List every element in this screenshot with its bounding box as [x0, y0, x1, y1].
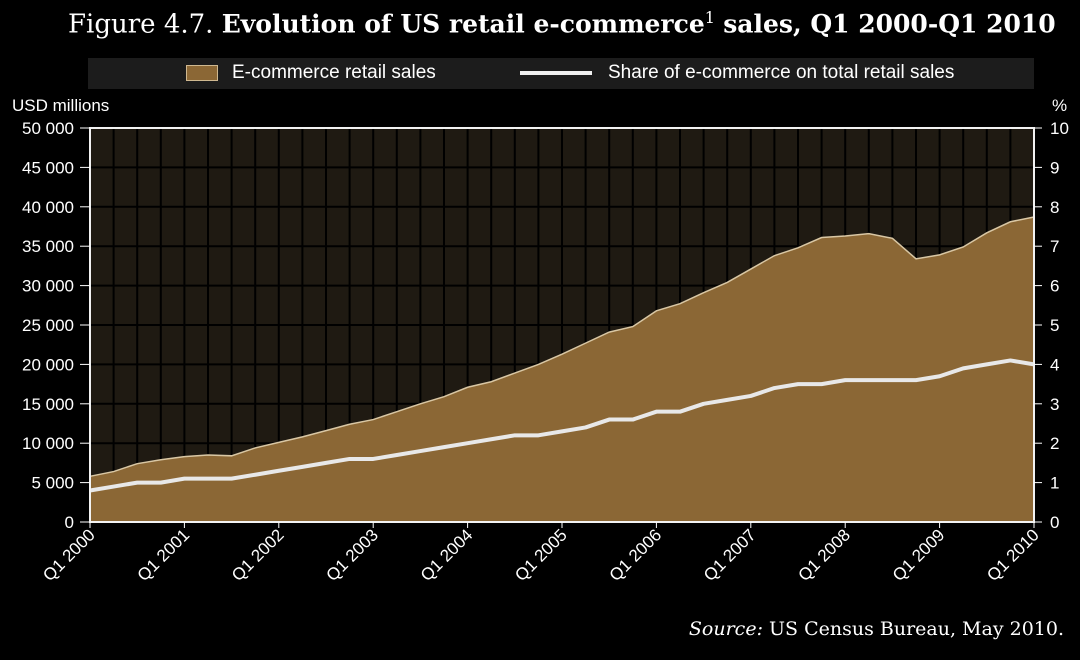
x-tick-label: Q1 2003 — [322, 525, 382, 585]
legend-line-swatch — [520, 71, 592, 75]
legend-line-label: Share of e-commerce on total retail sale… — [608, 62, 955, 83]
x-tick-label: Q1 2005 — [511, 525, 571, 585]
y-tick-left-label: 5 000 — [31, 474, 74, 493]
x-tick-label: Q1 2009 — [889, 525, 949, 585]
y-tick-right-label: 6 — [1050, 277, 1059, 296]
y-tick-left-label: 45 000 — [22, 158, 74, 177]
title-main: Evolution of US retail e-commerce — [221, 9, 705, 39]
legend-area-label: E-commerce retail sales — [232, 62, 436, 83]
source-label: Source: — [688, 618, 763, 640]
series-line-ecommerce-share — [89, 358, 1035, 493]
x-tick-label: Q1 2001 — [134, 525, 194, 585]
y-tick-right-label: 8 — [1050, 198, 1059, 217]
y-axis-right-label: % — [1052, 96, 1067, 115]
x-tick-label: Q1 2006 — [606, 525, 666, 585]
chart-legend: E-commerce retail sales Share of e-comme… — [88, 58, 1034, 89]
y-tick-right-label: 5 — [1050, 316, 1059, 335]
y-tick-left-label: 40 000 — [22, 198, 74, 217]
y-tick-right-label: 1 — [1050, 474, 1059, 493]
source-text: US Census Bureau, May 2010. — [769, 618, 1064, 640]
x-tick-label: Q1 2002 — [228, 525, 288, 585]
y-tick-left-label: 30 000 — [22, 277, 74, 296]
y-tick-left-label: 0 — [65, 513, 74, 532]
y-tick-right-label: 7 — [1050, 237, 1059, 256]
source-note: Source: US Census Bureau, May 2010. — [689, 618, 1064, 640]
x-tick-label: Q1 2008 — [794, 525, 854, 585]
y-tick-right-label: 3 — [1050, 395, 1059, 414]
x-tick-label: Q1 2010 — [983, 525, 1043, 585]
y-tick-left-label: 35 000 — [22, 237, 74, 256]
series-area-ecommerce-sales — [90, 217, 1034, 523]
figure-number: Figure 4.7. — [68, 9, 214, 40]
title-suffix: sales, Q1 2000-Q1 2010 — [723, 9, 1056, 39]
x-tick-label: Q1 2004 — [417, 525, 477, 585]
series-area-edge — [89, 216, 1035, 478]
y-tick-left-label: 10 000 — [22, 434, 74, 453]
x-tick-label: Q1 2000 — [39, 525, 99, 585]
title-footnote: 1 — [704, 8, 715, 27]
y-tick-right-label: 4 — [1050, 355, 1059, 374]
y-axis-left-label: USD millions — [12, 96, 109, 115]
y-tick-right-label: 2 — [1050, 434, 1059, 453]
x-tick-label: Q1 2007 — [700, 525, 760, 585]
y-tick-left-label: 20 000 — [22, 355, 74, 374]
y-tick-left-label: 15 000 — [22, 395, 74, 414]
legend-area-swatch — [186, 65, 218, 81]
y-tick-left-label: 50 000 — [22, 119, 74, 138]
chart-title: Figure 4.7. Evolution of US retail e-com… — [68, 8, 1056, 40]
y-tick-right-label: 9 — [1050, 158, 1059, 177]
y-tick-right-label: 10 — [1050, 119, 1069, 138]
y-tick-right-label: 0 — [1050, 513, 1059, 532]
y-tick-left-label: 25 000 — [22, 316, 74, 335]
